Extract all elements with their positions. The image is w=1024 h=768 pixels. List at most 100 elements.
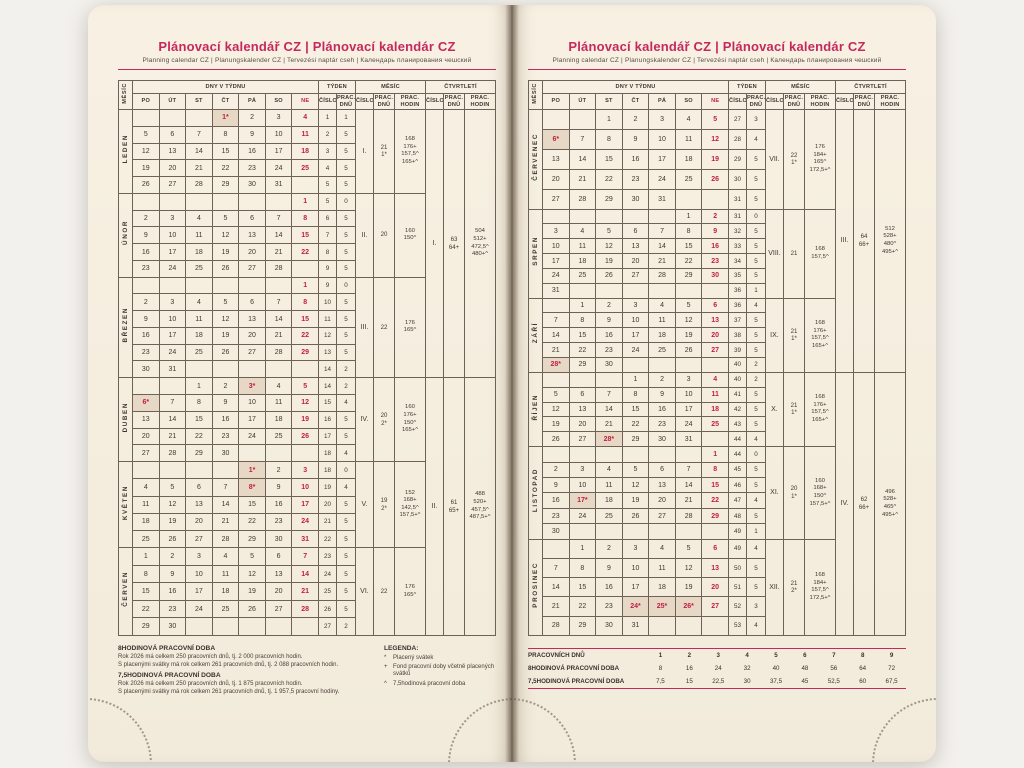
- day-cell: [595, 282, 623, 299]
- day-cell: 4: [674, 109, 703, 130]
- day-cell: [568, 371, 597, 388]
- day-cell: 21: [211, 512, 240, 531]
- week-workdays-cell: 5: [335, 310, 356, 328]
- value-line: 157,5^: [811, 409, 829, 416]
- value-line: 504: [475, 228, 485, 235]
- day-cell: [568, 446, 597, 463]
- day-cell: 2: [595, 538, 623, 560]
- day-cell: 7: [291, 547, 319, 566]
- day-cell: 9: [238, 125, 266, 144]
- week-number-cell: 45: [727, 461, 747, 479]
- value-line: 21: [790, 249, 798, 257]
- month-workdays-cell: 22 1*: [782, 109, 805, 210]
- day-cell: 15: [238, 495, 266, 514]
- week-number-cell: 48: [727, 507, 747, 525]
- day-cell: 24: [185, 599, 213, 619]
- week-number-cell: 11: [317, 310, 337, 328]
- day-cell: 2: [132, 293, 160, 312]
- day-cell: 19: [211, 326, 240, 345]
- week-row: 4 5 6 7 8* 9 10 19 4: [119, 478, 496, 497]
- week-row: ČERVEN 1 2 3 4 5 6 7 23 5 VI. 22 176 165^: [118, 547, 496, 636]
- day-cell: 5: [701, 109, 729, 130]
- quarter-workdays-cell: 61 65+: [442, 377, 465, 636]
- month-workhours-cell: 176 165^: [393, 547, 426, 636]
- day-cell: 27: [132, 444, 160, 463]
- day-cell: 12: [211, 310, 240, 328]
- value-line: 2*: [381, 504, 387, 512]
- week-workdays-cell: 3: [745, 109, 766, 130]
- week-workdays-cell: 5: [745, 401, 766, 418]
- quarter-number-cell: III.: [834, 109, 854, 373]
- value-line: 165^: [403, 327, 417, 334]
- day-cell: 2: [238, 109, 266, 127]
- day-cell: [542, 297, 570, 314]
- week-workdays-cell: 5: [745, 476, 766, 494]
- day-cell: 10: [568, 476, 597, 494]
- week-workdays-cell: 5: [335, 243, 356, 261]
- day-cell: [621, 208, 650, 225]
- legend: LEGENDA: * Placený svátek + Fond pracovní d…: [384, 645, 496, 695]
- day-cell: 4: [648, 538, 676, 560]
- day-cell: 24: [674, 416, 703, 433]
- day-cell: 11: [648, 312, 676, 329]
- day-cell: [132, 192, 160, 211]
- day-cell: 18: [185, 243, 213, 261]
- week-workdays-cell: 4: [745, 431, 766, 448]
- day-cell: 28: [542, 615, 570, 636]
- value-line: 1*: [791, 159, 797, 167]
- day-cell: 26: [158, 529, 187, 549]
- day-cell: 7: [674, 461, 703, 479]
- week-number-cell: 3: [317, 142, 337, 161]
- day-cell: 14: [291, 564, 319, 584]
- day-cell: 17: [185, 582, 213, 601]
- conversion-value: 37,5: [769, 678, 783, 685]
- day-cell: 25: [291, 159, 319, 178]
- value-line: 472,5^: [471, 243, 489, 250]
- week-row: 20 21 22 23 24 25 26 30 5: [529, 168, 906, 190]
- value-line: 165+^: [401, 427, 418, 434]
- summary-footer: 8HODINOVÁ PRACOVNÍ DOBA Rok 2026 má celk…: [118, 645, 496, 695]
- day-cell: [595, 208, 623, 225]
- conversion-row-label: 7,5HODINOVÁ PRACOVNÍ DOBA: [528, 678, 625, 685]
- day-cell: 22: [674, 253, 703, 269]
- day-cell: 27: [185, 529, 213, 549]
- week-row: 19 20 21 22 23 24 25 4 5: [119, 159, 496, 178]
- value-line: 66+: [858, 503, 870, 511]
- day-cell: 23: [238, 159, 266, 178]
- value-line: 21: [380, 143, 388, 151]
- day-cell: 9: [648, 386, 676, 403]
- day-cell: 19: [158, 512, 187, 531]
- value-line: 157,5+^: [399, 512, 421, 519]
- value-line: 157,5^: [401, 151, 419, 158]
- value-line: 165+^: [811, 342, 828, 349]
- conversion-value: 24: [714, 665, 722, 672]
- working-time-summary: 8HODINOVÁ PRACOVNÍ DOBA Rok 2026 má celk…: [118, 645, 374, 695]
- week-row: 19 20 21 22 23 24 25 43 5: [529, 416, 906, 433]
- week-row: 16 17 18 19 20 21 22 8 5: [119, 243, 496, 261]
- day-cell: 13: [701, 312, 729, 329]
- conversion-row: 7,5HODINOVÁ PRACOVNÍ DOBA 7,5 15 22,5 30 37,5…: [528, 675, 906, 688]
- day-cell: 17: [542, 253, 570, 269]
- value-line: 1*: [791, 335, 797, 343]
- day-cell: 30: [211, 444, 240, 463]
- week-workdays-cell: 5: [335, 293, 356, 312]
- month-name: KVĚTEN: [118, 461, 133, 549]
- value-line: 528+: [883, 496, 897, 503]
- week-number-cell: 31: [727, 208, 747, 225]
- month-workdays-cell: 20 1*: [782, 446, 805, 540]
- summary-line: Rok 2026 má celkem 250 pracovních dnů, t…: [118, 681, 303, 687]
- week-row: 8 9 10 11 12 13 14 24 5: [119, 564, 496, 584]
- day-cell: 23: [132, 259, 160, 278]
- month-workhours-cell: 160 168+ 150^ 157,5+^: [803, 446, 836, 540]
- month-workdays-cell: 22: [372, 547, 395, 636]
- week-workdays-cell: 5: [745, 223, 766, 240]
- day-cell: [158, 461, 187, 480]
- month-name: ČERVENEC: [528, 109, 543, 210]
- month-workhours-cell: 168 157,5^: [803, 208, 836, 299]
- day-cell: 20: [238, 326, 266, 345]
- conversion-value: 48: [801, 665, 809, 672]
- conversion-value: 8: [860, 652, 865, 659]
- week-number-cell: 53: [727, 615, 747, 636]
- day-cell: 15: [568, 577, 597, 598]
- day-cell: 20: [568, 416, 597, 433]
